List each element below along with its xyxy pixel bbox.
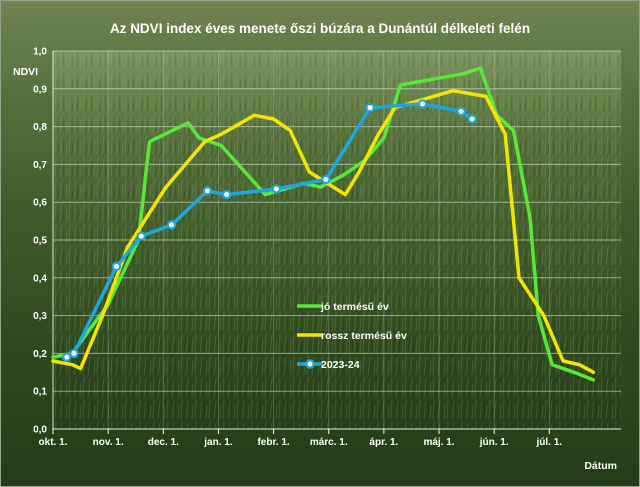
x-tick-label: okt. 1.	[39, 437, 68, 448]
x-tick-labels: okt. 1. nov. 1. dec. 1. jan. 1. febr. 1. márc…	[39, 437, 563, 448]
x-tick-label: júl. 1.	[536, 437, 563, 448]
series-lines	[51, 66, 596, 382]
y-tick-labels: 0,0 0,1 0,2 0,3 0,4 0,5 0,6 0,7 0,8 0,9 1,0	[33, 47, 47, 436]
data-point	[111, 261, 122, 272]
legend-label: 2023-24	[321, 359, 360, 371]
legend-marker	[305, 359, 315, 369]
y-tick-label: 0,8	[33, 122, 47, 133]
x-tick-label: máj. 1.	[423, 437, 454, 448]
series-2	[51, 88, 596, 375]
x-tick-label: ápr. 1.	[369, 437, 398, 448]
data-point	[271, 184, 282, 194]
x-tick-label: jún. 1.	[479, 437, 509, 448]
x-tick-label: dec. 1.	[148, 437, 179, 448]
x-tick-label: febr. 1.	[257, 437, 289, 448]
y-tick-label: 0,4	[33, 273, 47, 284]
y-tick-label: 0,0	[33, 425, 47, 436]
data-point	[456, 106, 466, 117]
chart-title: Az NDVI index éves menete őszi búzára a …	[110, 21, 530, 36]
y-tick-label: 0,7	[33, 160, 47, 171]
data-point	[222, 189, 232, 200]
data-point	[202, 186, 213, 196]
data-point	[321, 174, 331, 185]
series-3	[62, 99, 477, 362]
legend: jó termésű év rossz termésű év 2023-24	[297, 301, 407, 371]
x-tick-label: márc. 1.	[310, 437, 348, 448]
y-tick-label: 0,1	[33, 387, 47, 398]
y-tick-label: 1,0	[33, 47, 47, 58]
series-line	[51, 88, 596, 375]
y-tick-label: 0,5	[33, 236, 47, 247]
data-point	[136, 231, 146, 241]
data-point	[166, 220, 177, 230]
y-tick-label: 0,3	[33, 311, 47, 322]
y-tick-label: 0,9	[33, 84, 47, 95]
y-axis-title: NDVI	[13, 66, 38, 78]
y-tick-label: 0,2	[33, 349, 47, 360]
y-tick-label: 0,6	[33, 198, 47, 209]
data-point	[417, 99, 428, 109]
x-axis-title: Dátum	[584, 460, 617, 472]
data-point	[62, 352, 72, 362]
legend-label: jó termésű év	[320, 301, 389, 313]
data-point	[467, 114, 477, 124]
legend-label: rossz termésű év	[321, 330, 407, 342]
x-tick-label: jan. 1.	[203, 437, 233, 448]
x-tick-label: nov. 1.	[93, 437, 124, 448]
data-point	[69, 348, 79, 359]
data-point	[365, 102, 375, 113]
